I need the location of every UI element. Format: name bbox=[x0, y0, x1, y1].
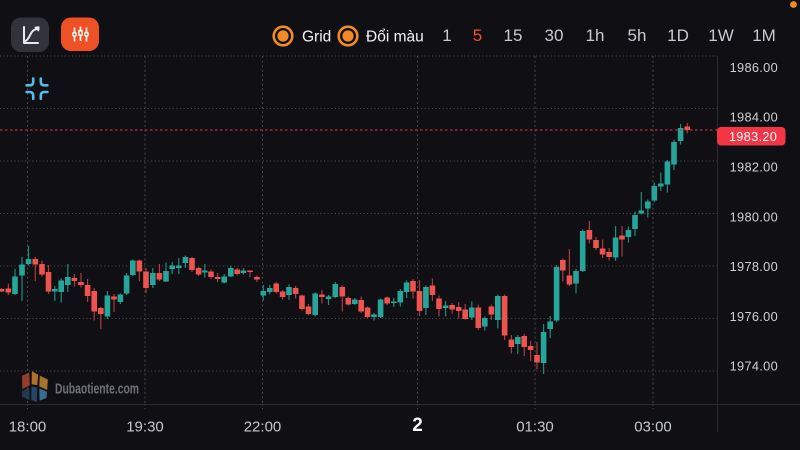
svg-text:1974.00: 1974.00 bbox=[730, 359, 778, 374]
svg-text:19:30: 19:30 bbox=[126, 418, 164, 435]
svg-text:Đổi màu: Đổi màu bbox=[366, 29, 424, 46]
svg-text:5h: 5h bbox=[628, 26, 647, 45]
svg-text:1982.00: 1982.00 bbox=[730, 160, 778, 175]
svg-text:01:30: 01:30 bbox=[516, 418, 554, 435]
svg-text:1980.00: 1980.00 bbox=[730, 209, 778, 224]
svg-text:22:00: 22:00 bbox=[244, 418, 282, 435]
svg-text:1986.00: 1986.00 bbox=[730, 60, 778, 75]
svg-text:1983.20: 1983.20 bbox=[729, 129, 777, 144]
svg-text:2: 2 bbox=[412, 415, 423, 436]
svg-text:30: 30 bbox=[545, 26, 564, 45]
svg-text:1h: 1h bbox=[586, 26, 605, 45]
svg-text:Dubaotiente.com: Dubaotiente.com bbox=[55, 380, 139, 397]
svg-text:1976.00: 1976.00 bbox=[730, 309, 778, 324]
svg-text:1D: 1D bbox=[667, 26, 689, 45]
svg-text:1M: 1M bbox=[752, 26, 776, 45]
svg-text:5: 5 bbox=[473, 26, 482, 45]
svg-text:1978.00: 1978.00 bbox=[730, 259, 778, 274]
svg-text:15: 15 bbox=[504, 26, 523, 45]
svg-text:18:00: 18:00 bbox=[9, 418, 47, 435]
svg-text:03:00: 03:00 bbox=[634, 418, 672, 435]
svg-text:1W: 1W bbox=[708, 26, 734, 45]
svg-text:Grid: Grid bbox=[302, 29, 331, 46]
svg-text:1984.00: 1984.00 bbox=[730, 110, 778, 125]
svg-text:1: 1 bbox=[442, 26, 451, 45]
